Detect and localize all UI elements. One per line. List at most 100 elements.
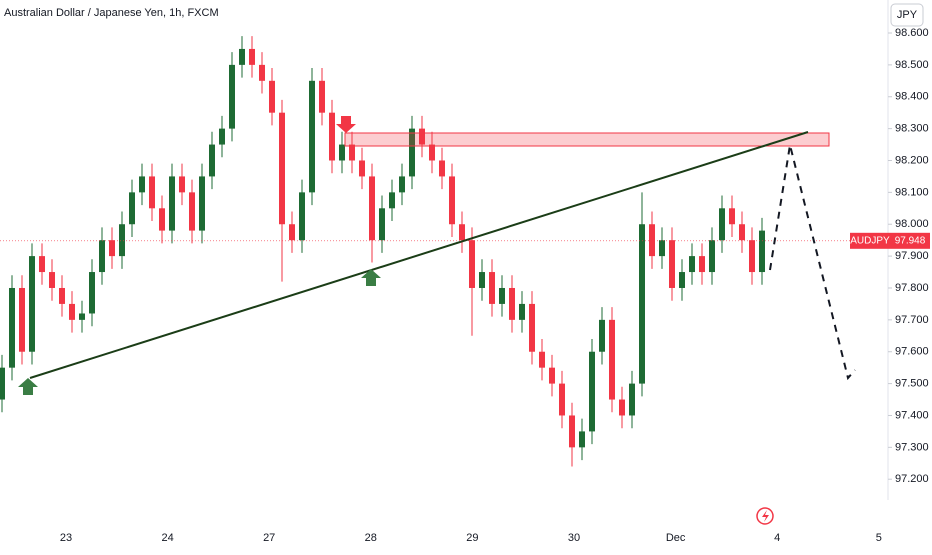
- x-tick-label: 23: [60, 532, 72, 544]
- x-tick-label: 30: [568, 532, 580, 544]
- down-arrow: [336, 116, 356, 133]
- trend-line: [29, 131, 809, 379]
- candle-body: [449, 176, 455, 225]
- chart-title: Australian Dollar / Japanese Yen, 1h, FX…: [4, 7, 219, 19]
- candle-body: [429, 144, 435, 161]
- y-tick-label: 97.200: [895, 473, 929, 485]
- candle-body: [109, 240, 115, 257]
- candle-body: [229, 64, 235, 129]
- x-tick-label: 27: [263, 532, 275, 544]
- candle-body: [0, 367, 5, 400]
- candle-body: [149, 176, 155, 209]
- y-tick-label: 98.100: [895, 186, 929, 198]
- candle-body: [559, 383, 565, 416]
- candle-body: [219, 128, 225, 145]
- y-tick-label: 97.300: [895, 441, 929, 453]
- candle-body: [239, 48, 245, 65]
- candle-body: [269, 80, 275, 113]
- candle-body: [639, 224, 645, 384]
- candle-body: [659, 240, 665, 257]
- candle-body: [29, 256, 35, 352]
- x-tick-label: 29: [466, 532, 478, 544]
- candle-body: [89, 272, 95, 314]
- candle-body: [379, 208, 385, 241]
- y-tick-label: 98.300: [895, 123, 929, 135]
- candle-body: [409, 128, 415, 177]
- candle-body: [749, 240, 755, 273]
- candle-body: [599, 319, 605, 352]
- candle-body: [99, 240, 105, 273]
- y-tick-label: 97.900: [895, 250, 929, 262]
- x-tick-label: Dec: [666, 532, 686, 544]
- y-tick-label: 97.400: [895, 409, 929, 421]
- y-tick-label: 97.700: [895, 314, 929, 326]
- candle-body: [699, 256, 705, 273]
- candle-body: [629, 383, 635, 416]
- plot: 98.600 98.500 98.400 98.300 98.200 98.100 98.0…: [0, 27, 930, 544]
- y-tick-label: 97.500: [895, 378, 929, 390]
- y-tick-label: 97.600: [895, 346, 929, 358]
- candle-body: [369, 176, 375, 241]
- event-icon-bolt: [762, 510, 769, 522]
- candle-body: [399, 176, 405, 193]
- candle-body: [19, 287, 25, 352]
- candle-body: [139, 176, 145, 193]
- candle-body: [479, 272, 485, 288]
- candle-body: [569, 415, 575, 448]
- currency-label[interactable]: JPY: [897, 9, 918, 21]
- candle-body: [519, 303, 525, 320]
- x-tick-label: 5: [876, 532, 882, 544]
- candle-body: [649, 224, 655, 257]
- y-tick-label: 98.600: [895, 27, 929, 39]
- candle-body: [509, 287, 515, 320]
- candle-body: [469, 240, 475, 288]
- candle-body: [729, 208, 735, 225]
- candle-body: [529, 303, 535, 352]
- candle-body: [619, 399, 625, 416]
- candle-body: [669, 240, 675, 288]
- candle-body: [159, 208, 165, 231]
- candle-body: [439, 160, 445, 177]
- candle-body: [389, 192, 395, 209]
- currency-button[interactable]: [890, 3, 924, 27]
- x-tick-label: 4: [774, 532, 780, 544]
- candle-body: [279, 112, 285, 225]
- candle-body: [539, 351, 545, 368]
- candle-body: [259, 64, 265, 81]
- candle-body: [419, 128, 425, 145]
- candle-body: [329, 112, 335, 161]
- candle-body: [679, 272, 685, 288]
- candle-body: [209, 144, 215, 177]
- y-tick-label: 98.200: [895, 154, 929, 166]
- price-label: 97.948: [895, 235, 926, 246]
- candle-body: [349, 144, 355, 161]
- candle-body: [759, 230, 765, 273]
- candle-body: [489, 272, 495, 304]
- candle-body: [739, 224, 745, 241]
- y-tick-label: 98.000: [895, 218, 929, 230]
- candle-body: [9, 287, 15, 368]
- candle-body: [689, 256, 695, 273]
- candle-body: [169, 176, 175, 231]
- price-tag: [890, 232, 930, 249]
- event-icon[interactable]: [756, 507, 774, 525]
- candle-body: [59, 287, 65, 304]
- candle-body: [579, 431, 585, 448]
- resistance-zone: [344, 132, 830, 147]
- x-tick-label: 28: [365, 532, 377, 544]
- candle-body: [359, 160, 365, 177]
- y-tick-label: 97.800: [895, 282, 929, 294]
- candle-body: [199, 176, 205, 231]
- up-arrow: [361, 269, 381, 286]
- symbol-tag: [850, 232, 890, 249]
- x-tick-label: 24: [161, 532, 173, 544]
- up-arrow: [18, 378, 38, 395]
- candle-body: [189, 192, 195, 231]
- candle-body: [119, 224, 125, 257]
- candle-body: [609, 319, 615, 400]
- candle-body: [49, 272, 55, 288]
- candle-body: [309, 80, 315, 193]
- candle-body: [179, 176, 185, 193]
